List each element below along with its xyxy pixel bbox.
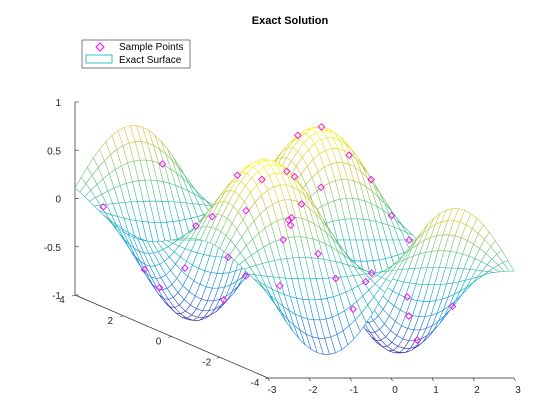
sample-point: [279, 235, 287, 244]
sample-point: [282, 167, 291, 176]
x-tick-mark: [349, 377, 352, 382]
sample-point: [290, 172, 299, 181]
sample-point: [317, 183, 325, 192]
chart-title: Exact Solution: [252, 15, 329, 27]
z-tick-label: 0: [55, 195, 61, 206]
sample-point: [404, 312, 413, 320]
x-tick-label: 1: [433, 385, 439, 396]
sample-point: [387, 211, 396, 220]
legend-label-exact-surface: Exact Surface: [119, 55, 182, 66]
sample-point: [413, 336, 422, 344]
legend: Sample Points Exact Surface: [81, 39, 191, 69]
z-tick-label: -1: [52, 291, 61, 302]
sample-points: [99, 123, 457, 344]
sample-point: [258, 175, 266, 184]
exact-surface-mesh: [74, 125, 515, 355]
legend-sample-points-icon: [95, 42, 105, 52]
sample-point: [345, 151, 354, 159]
z-tick-label: 0.5: [47, 146, 61, 157]
sample-point: [181, 264, 189, 272]
sample-point: [233, 171, 242, 180]
y-tick-mark: [264, 377, 269, 380]
sample-point: [286, 221, 295, 229]
sample-point: [349, 305, 357, 314]
sample-point: [219, 295, 228, 304]
sample-point: [287, 213, 296, 222]
x-tick-label: 2: [474, 385, 480, 396]
sample-point: [158, 160, 167, 168]
x-tick-label: 0: [392, 385, 398, 396]
sample-point: [367, 269, 376, 278]
legend-label-sample-points: Sample Points: [119, 42, 183, 53]
sample-point: [241, 272, 250, 280]
sample-point: [448, 302, 457, 311]
sample-point: [294, 131, 302, 140]
sample-point: [367, 175, 376, 184]
sample-point: [284, 216, 293, 225]
y-tick-mark: [168, 336, 172, 338]
x-tick-mark: [267, 377, 270, 382]
y-tick-mark: [120, 315, 124, 318]
y-tick-label: 2: [107, 316, 113, 327]
sample-point: [242, 206, 250, 215]
x-tick-label: 3: [515, 385, 521, 396]
y-tick-label: 4: [59, 295, 65, 306]
x-tick-label: -2: [309, 385, 318, 396]
x-tick-mark: [308, 377, 311, 382]
mesh-cell: [502, 260, 515, 272]
x-tick-label: -1: [350, 385, 359, 396]
legend-marker-sample-points: [95, 42, 105, 52]
y-tick-mark: [71, 294, 76, 297]
x-tick-mark: [390, 377, 393, 382]
sample-point: [331, 274, 340, 283]
sample-point: [155, 283, 164, 292]
y-tick-label: 0: [156, 337, 162, 348]
sample-point: [317, 123, 326, 131]
sample-point: [297, 200, 306, 208]
y-tick-label: -2: [202, 357, 211, 368]
legend-exact-surface-icon: [85, 54, 113, 64]
sample-point: [99, 203, 108, 211]
y-tick-mark: [216, 356, 220, 359]
x-tick-mark: [472, 377, 475, 382]
sample-point: [361, 277, 370, 286]
z-tick-label: -0.5: [44, 243, 62, 254]
z-tick-label: 1: [55, 98, 61, 109]
sample-point: [192, 222, 200, 230]
sample-point: [403, 293, 411, 301]
x-tick-mark: [431, 377, 434, 382]
sample-point: [140, 265, 149, 274]
sample-point: [314, 249, 322, 258]
x-tick-mark: [513, 377, 516, 382]
y-tick-label: -4: [251, 378, 260, 389]
sample-point: [224, 253, 233, 262]
x-tick-label: -3: [268, 385, 277, 396]
sample-point: [405, 236, 414, 244]
sample-point: [208, 212, 217, 221]
sample-point: [275, 281, 284, 290]
